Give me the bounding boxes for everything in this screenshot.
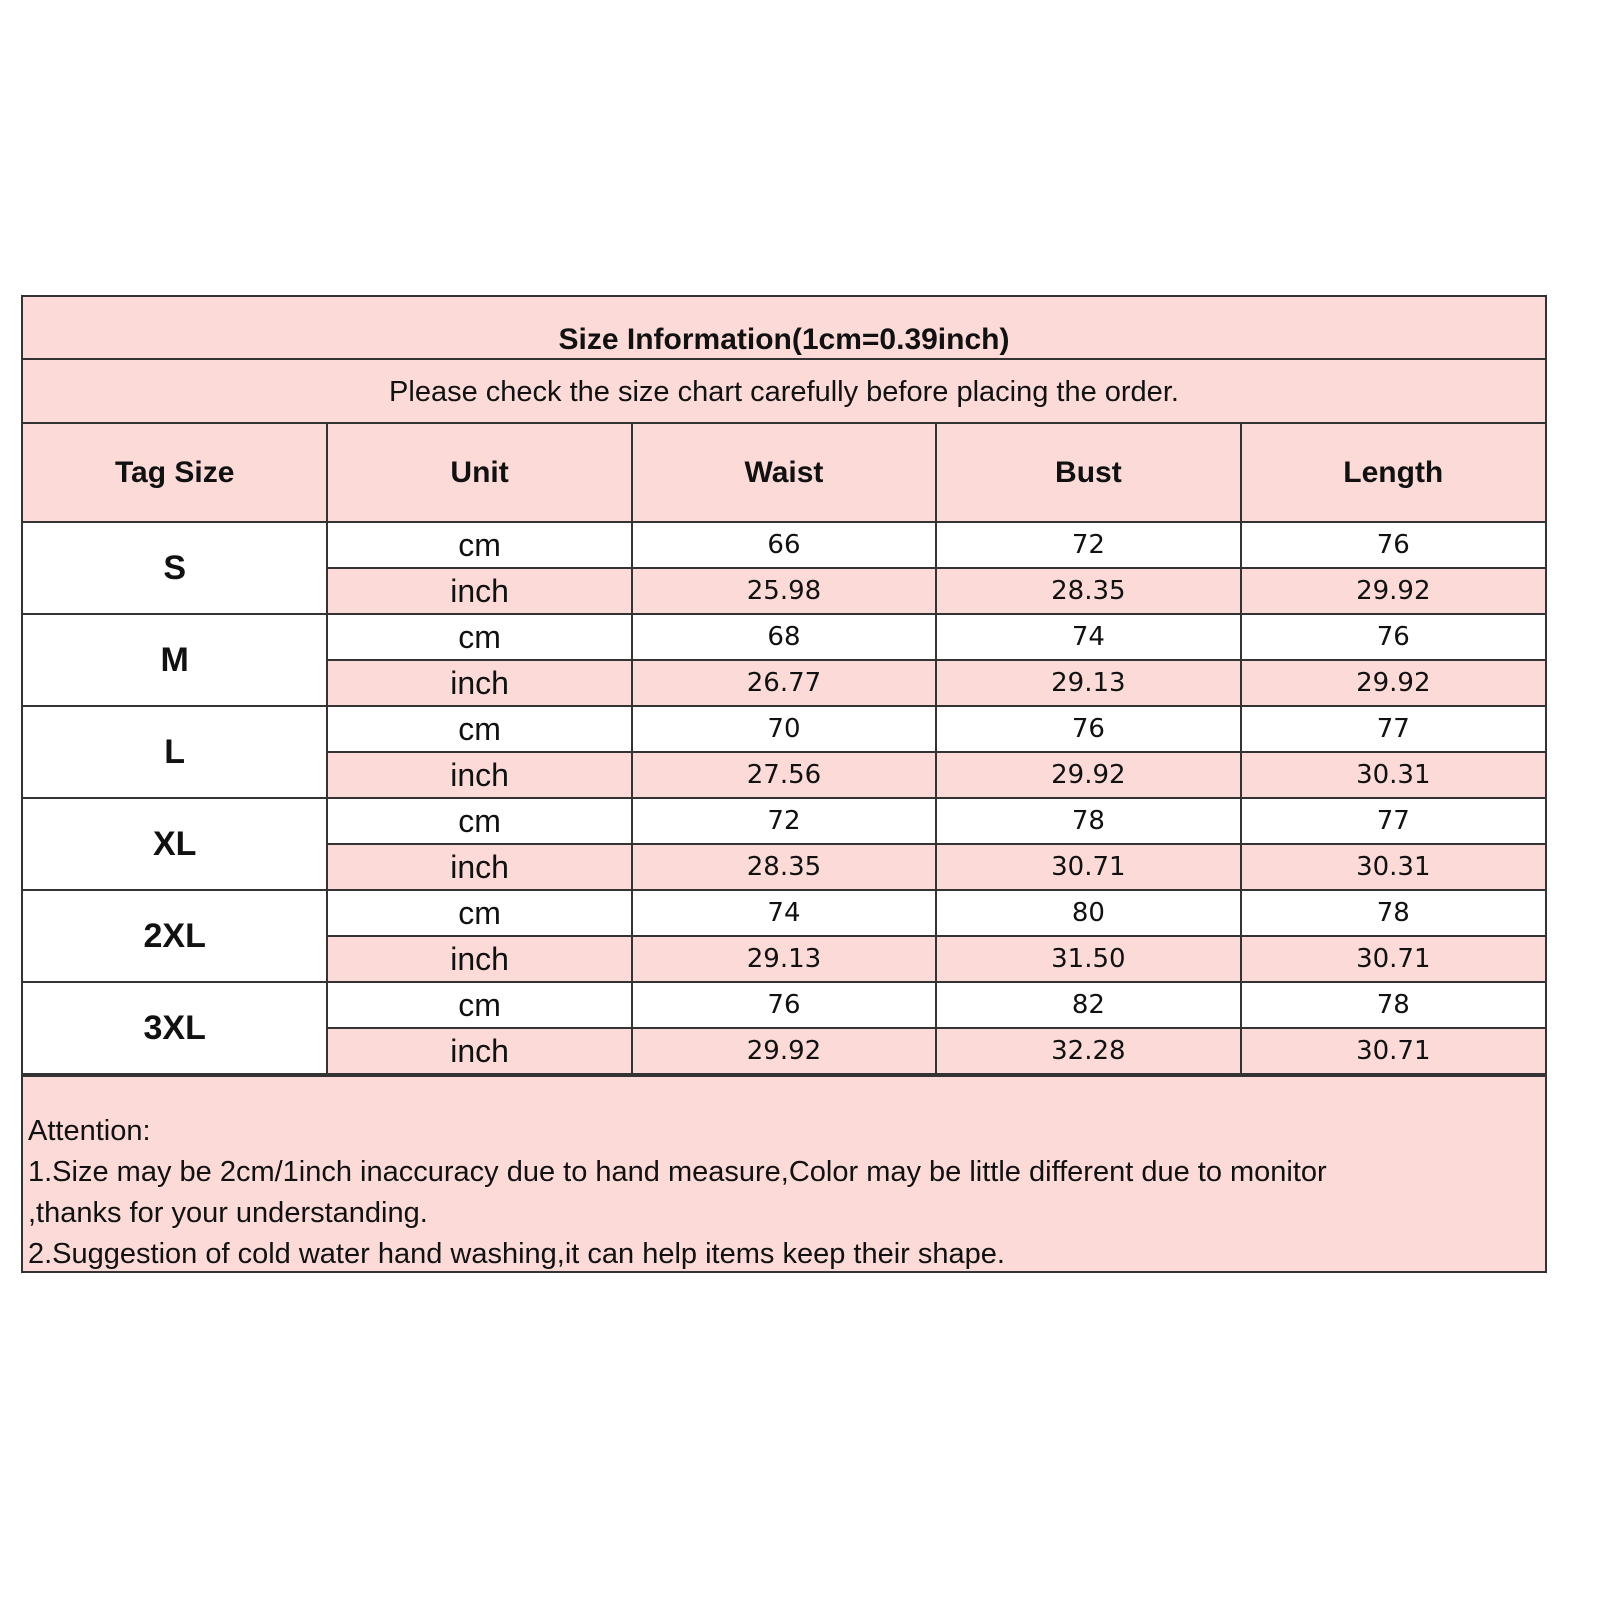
length-value-cell: 29.92: [1239, 567, 1545, 615]
unit-cell: cm: [326, 521, 633, 569]
note-line: 2.Suggestion of cold water hand washing,…: [28, 1238, 1005, 1270]
waist-value-cell: 66: [630, 521, 938, 569]
length-value-cell: 78: [1239, 981, 1545, 1029]
chart-title: Size Information(1cm=0.39inch): [23, 297, 1545, 360]
size-row-2xl-inch: inch 29.13 31.50 30.71: [23, 935, 1545, 983]
length-value-cell: 29.92: [1239, 659, 1545, 707]
size-row-3xl-inch: inch 29.92 32.28 30.71: [23, 1027, 1545, 1075]
bust-value-cell: 82: [935, 981, 1242, 1029]
chart-subtitle: Please check the size chart carefully be…: [23, 360, 1545, 424]
size-row-2xl-cm: 2XL cm 74 80 78: [23, 889, 1545, 983]
note-line: ,thanks for your understanding.: [28, 1197, 428, 1229]
unit-cell: inch: [327, 567, 633, 615]
bust-value-cell: 72: [935, 521, 1242, 569]
size-row-m-inch: inch 26.77 29.13 29.92: [23, 659, 1545, 707]
length-value-cell: 77: [1239, 797, 1545, 845]
length-value-cell: 77: [1239, 705, 1545, 753]
bust-value-cell: 31.50: [935, 935, 1242, 983]
unit-cell: cm: [326, 889, 633, 937]
waist-value-cell: 68: [630, 613, 938, 661]
tag-size-cell: M: [23, 613, 329, 707]
unit-cell: cm: [326, 705, 633, 753]
header-unit: Unit: [326, 424, 633, 523]
notes-heading: Attention:: [28, 1115, 151, 1147]
bust-value-cell: 78: [935, 797, 1242, 845]
size-row-3xl-cm: 3XL cm 76 82 78: [23, 981, 1545, 1075]
bust-value-cell: 29.13: [935, 659, 1242, 707]
unit-cell: cm: [326, 797, 633, 845]
waist-value-cell: 25.98: [630, 567, 938, 615]
bust-value-cell: 28.35: [935, 567, 1242, 615]
bust-value-cell: 76: [935, 705, 1242, 753]
note-line: 1.Size may be 2cm/1inch inaccuracy due t…: [28, 1156, 1327, 1188]
waist-value-cell: 74: [630, 889, 938, 937]
waist-value-cell: 76: [630, 981, 938, 1029]
size-row-l-inch: inch 27.56 29.92 30.31: [23, 751, 1545, 799]
waist-value-cell: 29.13: [630, 935, 938, 983]
unit-cell: cm: [326, 981, 633, 1029]
tag-size-cell: L: [23, 705, 329, 799]
tag-size-cell: S: [23, 521, 329, 615]
header-length: Length: [1239, 424, 1545, 523]
bust-value-cell: 80: [935, 889, 1242, 937]
length-value-cell: 76: [1239, 521, 1545, 569]
length-value-cell: 30.71: [1239, 1027, 1545, 1075]
unit-cell: inch: [327, 751, 633, 799]
waist-value-cell: 27.56: [630, 751, 938, 799]
header-tag-size: Tag Size: [23, 424, 329, 523]
waist-value-cell: 72: [630, 797, 938, 845]
length-value-cell: 30.31: [1239, 751, 1545, 799]
unit-cell: inch: [327, 843, 633, 891]
size-chart: Size Information(1cm=0.39inch) Please ch…: [21, 295, 1547, 1273]
tag-size-cell: 2XL: [23, 889, 329, 983]
length-value-cell: 30.31: [1239, 843, 1545, 891]
attention-notes: Attention: 1.Size may be 2cm/1inch inacc…: [23, 1075, 1545, 1271]
length-value-cell: 30.71: [1239, 935, 1545, 983]
unit-cell: inch: [327, 935, 633, 983]
header-bust: Bust: [935, 424, 1242, 523]
tag-size-cell: XL: [23, 797, 329, 891]
waist-value-cell: 26.77: [630, 659, 938, 707]
waist-value-cell: 29.92: [630, 1027, 938, 1075]
size-row-xl-cm: XL cm 72 78 77: [23, 797, 1545, 891]
header-waist: Waist: [630, 424, 938, 523]
bust-value-cell: 29.92: [935, 751, 1242, 799]
bust-value-cell: 30.71: [935, 843, 1242, 891]
size-row-xl-inch: inch 28.35 30.71 30.31: [23, 843, 1545, 891]
waist-value-cell: 28.35: [630, 843, 938, 891]
unit-cell: cm: [326, 613, 633, 661]
length-value-cell: 78: [1239, 889, 1545, 937]
length-value-cell: 76: [1239, 613, 1545, 661]
header-row: Tag Size Unit Waist Bust Length: [23, 424, 1545, 523]
tag-size-cell: 3XL: [23, 981, 329, 1075]
bust-value-cell: 32.28: [935, 1027, 1242, 1075]
waist-value-cell: 70: [630, 705, 938, 753]
unit-cell: inch: [327, 1027, 633, 1075]
size-row-s-inch: inch 25.98 28.35 29.92: [23, 567, 1545, 615]
bust-value-cell: 74: [935, 613, 1242, 661]
unit-cell: inch: [327, 659, 633, 707]
